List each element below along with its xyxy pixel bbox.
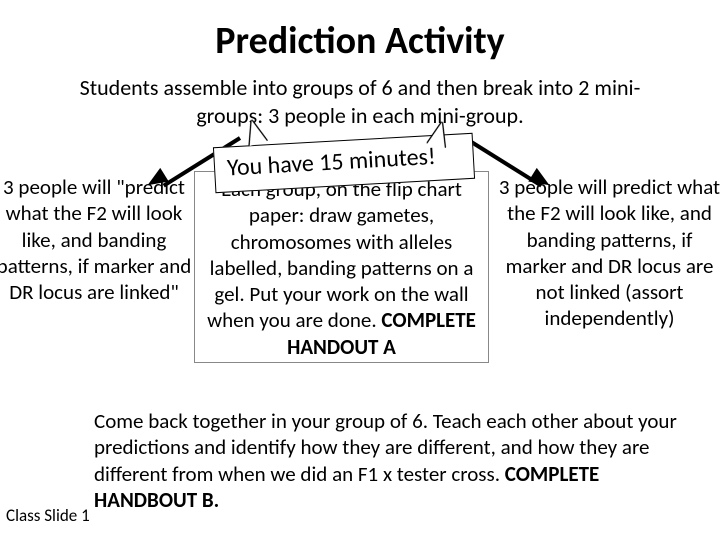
column-right: 3 people will predict what the F2 will l… bbox=[497, 174, 720, 332]
slide-number-label: Class Slide 1 bbox=[6, 505, 90, 526]
column-middle: Each group, on the flip chart paper: dra… bbox=[194, 171, 489, 363]
columns-row: 3 people will "predict what the F2 will … bbox=[0, 159, 720, 369]
column-left: 3 people will "predict what the F2 will … bbox=[0, 174, 194, 305]
slide-subtitle: Students assemble into groups of 6 and t… bbox=[0, 64, 720, 129]
bottom-paragraph: Come back together in your group of 6. T… bbox=[94, 408, 704, 513]
slide-title: Prediction Activity bbox=[0, 0, 720, 64]
